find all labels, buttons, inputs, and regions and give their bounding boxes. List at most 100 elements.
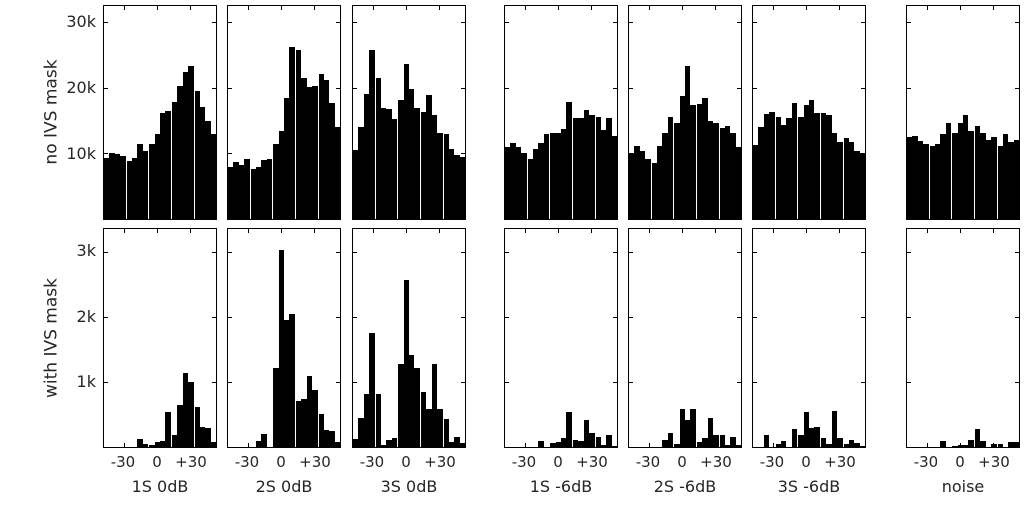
y-tick-mark-right <box>212 22 216 24</box>
histogram-bar <box>358 418 364 447</box>
x-tick-mark-top <box>993 229 995 233</box>
x-tick-mark-bottom <box>648 443 650 447</box>
y-tick-mark-left <box>907 87 911 89</box>
y-tick-mark-left <box>629 153 633 155</box>
histogram-bar <box>571 118 579 219</box>
y-tick-mark-left <box>228 87 232 89</box>
histogram-bar <box>837 142 843 219</box>
x-tick-mark-top <box>190 6 192 10</box>
y-tick-mark-left <box>228 153 232 155</box>
histogram-bar <box>437 132 443 219</box>
y-tick-mark-left <box>907 316 911 318</box>
histogram-bar <box>301 78 307 219</box>
x-tick-mark-bottom <box>123 215 125 219</box>
x-tick-mark-bottom <box>960 443 962 447</box>
histogram-bar <box>334 127 341 219</box>
histogram-bar <box>160 440 166 447</box>
x-tick-mark-top <box>123 229 125 233</box>
y-tick-mark-right <box>461 87 465 89</box>
histogram-bar <box>538 142 544 219</box>
histogram-bar <box>505 146 511 219</box>
histogram-bar <box>854 150 860 219</box>
y-tick-mark-right <box>737 87 741 89</box>
x-tick-mark-top <box>682 229 684 233</box>
histogram-bar <box>431 114 438 219</box>
y-tick-mark-left <box>104 22 108 24</box>
histogram-bar <box>329 431 335 447</box>
y-tick-mark-left <box>104 87 108 89</box>
histogram-bar <box>323 430 330 447</box>
histogram-bar <box>182 372 189 447</box>
histogram-bar <box>193 406 200 447</box>
y-tick-mark-right <box>336 87 340 89</box>
histogram-bar <box>294 401 302 447</box>
histogram-bar <box>448 148 455 219</box>
y-tick-mark-left <box>353 316 357 318</box>
y-tick-mark-left <box>629 22 633 24</box>
histogram-bar <box>1008 142 1014 219</box>
x-tick-mark-bottom <box>524 443 526 447</box>
x-axis-tick-label: -30 <box>759 453 785 471</box>
histogram-bar <box>786 118 792 219</box>
histogram-bar <box>589 114 595 219</box>
histogram-bar <box>543 134 550 219</box>
y-tick-mark-right <box>336 22 340 24</box>
histogram-bar <box>859 153 866 219</box>
histogram-bar <box>690 104 696 219</box>
histogram-bar <box>381 445 387 447</box>
histogram-bar <box>459 156 466 219</box>
y-tick-mark-right <box>1015 381 1019 383</box>
y-tick-mark-left <box>228 316 232 318</box>
y-axis-tick-label: 2k <box>76 306 96 326</box>
histogram-bar <box>809 100 815 219</box>
y-tick-mark-right <box>613 251 617 253</box>
bars-container <box>629 229 742 447</box>
histogram-panel <box>103 5 217 220</box>
x-tick-mark-bottom <box>806 443 808 447</box>
y-tick-mark-right <box>461 316 465 318</box>
histogram-bar <box>566 102 572 219</box>
histogram-bar <box>160 113 166 219</box>
y-tick-mark-right <box>1015 316 1019 318</box>
histogram-bar <box>403 279 410 447</box>
x-tick-mark-top <box>406 6 408 10</box>
histogram-bar <box>679 409 686 447</box>
histogram-panel <box>227 5 341 220</box>
histogram-bar <box>266 159 273 219</box>
x-tick-mark-bottom <box>247 215 249 219</box>
histogram-bar <box>702 437 708 447</box>
x-axis-tick-label: 0 <box>801 453 811 471</box>
x-tick-mark-top <box>314 229 316 233</box>
x-tick-mark-top <box>715 229 717 233</box>
y-tick-mark-left <box>104 251 108 253</box>
histogram-bar <box>437 409 443 447</box>
histogram-bar <box>409 354 415 447</box>
histogram-bar <box>951 445 958 447</box>
x-axis-tick-label: +30 <box>424 453 456 471</box>
histogram-bar <box>797 434 804 447</box>
histogram-panel <box>103 228 217 448</box>
y-tick-mark-left <box>907 22 911 24</box>
histogram-panel <box>504 228 618 448</box>
histogram-bar <box>1013 140 1020 219</box>
y-tick-mark-left <box>907 381 911 383</box>
bars-container <box>353 6 466 219</box>
histogram-bar <box>312 390 318 447</box>
y-axis-tick-label: 1k <box>76 372 96 392</box>
histogram-bar <box>391 437 398 447</box>
x-tick-mark-top <box>558 6 560 10</box>
histogram-bar <box>459 443 466 447</box>
histogram-bar <box>928 145 936 219</box>
x-tick-mark-top <box>372 6 374 10</box>
histogram-bar <box>996 146 1003 219</box>
histogram-bar <box>353 438 359 447</box>
y-tick-mark-left <box>505 22 509 24</box>
histogram-bar <box>923 143 929 219</box>
histogram-bar <box>814 112 820 219</box>
histogram-bar <box>940 441 946 447</box>
histogram-bar <box>963 114 969 219</box>
x-axis-tick-label: 0 <box>401 453 411 471</box>
x-tick-mark-bottom <box>682 215 684 219</box>
x-tick-mark-top <box>591 6 593 10</box>
histogram-bar <box>137 144 143 219</box>
